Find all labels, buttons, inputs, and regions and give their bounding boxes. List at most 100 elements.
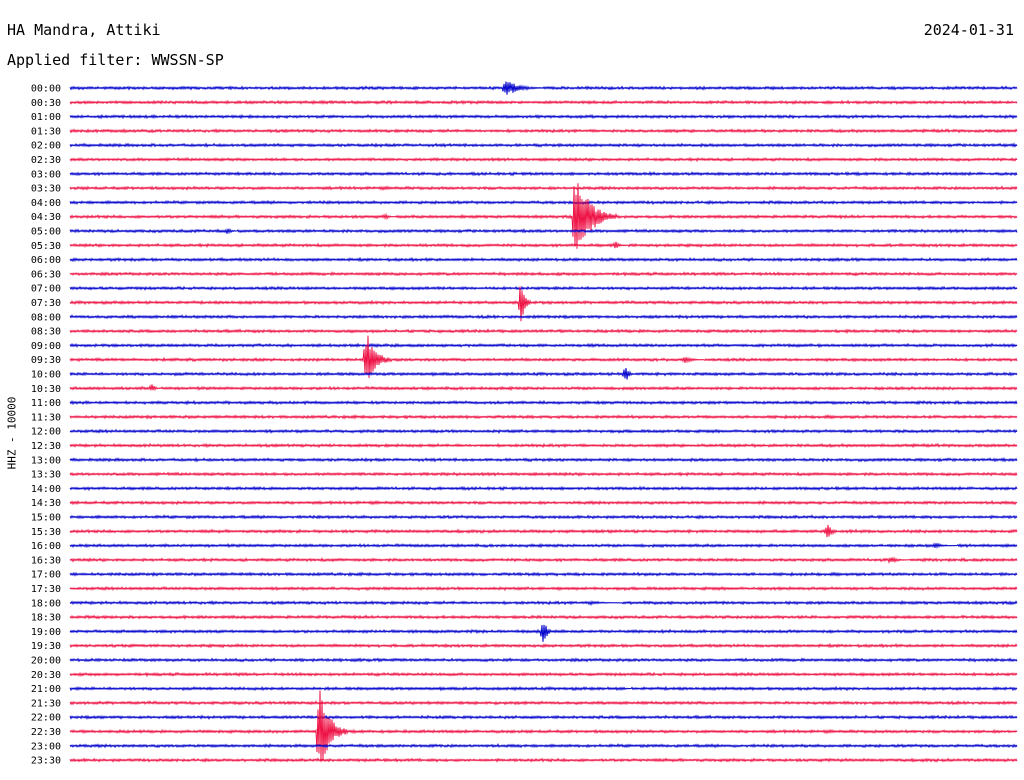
trace-1630 (69, 556, 1018, 565)
trace-0900 (69, 342, 1018, 349)
trace-0630 (69, 271, 1018, 277)
time-label-2100: 21:00 (31, 684, 61, 695)
filter-label: Applied filter: WWSSN-SP (7, 51, 224, 69)
time-label-0230: 02:30 (31, 155, 61, 166)
trace-1130 (69, 414, 1018, 420)
time-label-0000: 00:00 (31, 84, 61, 95)
time-label-0730: 07:30 (31, 298, 61, 309)
plot-date: 2024-01-31 (923, 21, 1014, 39)
time-label-0100: 01:00 (31, 112, 61, 123)
trace-1200 (69, 428, 1018, 434)
time-label-0130: 01:30 (31, 126, 61, 137)
trace-1500 (69, 514, 1018, 520)
seismic-traces (69, 81, 1018, 763)
trace-1830 (69, 614, 1018, 620)
time-label-0300: 03:00 (31, 169, 61, 180)
trace-0430 (69, 183, 1018, 249)
trace-0600 (69, 256, 1018, 263)
time-label-1930: 19:30 (31, 641, 61, 652)
trace-0230 (69, 156, 1018, 163)
trace-0800 (69, 314, 1018, 320)
trace-1700 (69, 571, 1018, 577)
trace-0500 (69, 227, 1018, 235)
station-title: HA Mandra, Attiki (7, 21, 161, 39)
trace-1530 (69, 524, 1018, 538)
time-label-0800: 08:00 (31, 312, 61, 323)
trace-1430 (69, 499, 1018, 506)
time-label-0530: 05:30 (31, 241, 61, 252)
trace-1100 (69, 399, 1018, 406)
trace-1900 (69, 624, 1018, 642)
time-label-1030: 10:30 (31, 384, 61, 395)
time-label-1830: 18:30 (31, 613, 61, 624)
trace-1000 (69, 368, 1018, 380)
trace-2300 (69, 743, 1018, 749)
time-label-0930: 09:30 (31, 355, 61, 366)
trace-2330 (69, 757, 1018, 763)
time-label-1330: 13:30 (31, 470, 61, 481)
time-label-0830: 08:30 (31, 327, 61, 338)
trace-2100 (69, 685, 1018, 692)
time-label-0330: 03:30 (31, 184, 61, 195)
time-label-2300: 23:00 (31, 741, 61, 752)
trace-0000 (69, 81, 1018, 95)
trace-0530 (69, 241, 1018, 249)
time-label-1900: 19:00 (31, 627, 61, 638)
time-label-2000: 20:00 (31, 656, 61, 667)
time-label-1400: 14:00 (31, 484, 61, 495)
time-label-1200: 12:00 (31, 427, 61, 438)
trace-2030 (69, 671, 1018, 678)
trace-1330 (69, 471, 1018, 477)
time-label-1500: 15:00 (31, 513, 61, 524)
trace-0330 (69, 185, 1018, 191)
trace-1230 (69, 442, 1018, 449)
trace-1930 (69, 642, 1018, 649)
trace-0030 (69, 99, 1018, 106)
time-label-2200: 22:00 (31, 713, 61, 724)
time-label-0700: 07:00 (31, 284, 61, 295)
time-label-0200: 02:00 (31, 141, 61, 152)
trace-0830 (69, 328, 1018, 335)
trace-1730 (69, 585, 1018, 592)
trace-0930 (69, 335, 1018, 378)
trace-1030 (69, 384, 1018, 392)
trace-1400 (69, 485, 1018, 492)
time-label-1300: 13:00 (31, 455, 61, 466)
time-label-1100: 11:00 (31, 398, 61, 409)
trace-0300 (69, 171, 1018, 177)
time-label-1600: 16:00 (31, 541, 61, 552)
time-label-1230: 12:30 (31, 441, 61, 452)
time-tick-labels: 00:00 00:30 01:00 01:30 02:00 02:30 03:00 03:30… (31, 84, 61, 767)
time-label-0030: 00:30 (31, 98, 61, 109)
trace-2000 (69, 657, 1018, 663)
time-label-1700: 17:00 (31, 570, 61, 581)
trace-0130 (69, 128, 1018, 134)
trace-1800 (69, 599, 1018, 607)
trace-1300 (69, 456, 1018, 463)
time-label-1630: 16:30 (31, 555, 61, 566)
time-label-1730: 17:30 (31, 584, 61, 595)
time-label-2330: 23:30 (31, 756, 61, 767)
trace-2230 (69, 690, 1018, 761)
time-label-0630: 06:30 (31, 269, 61, 280)
trace-1600 (69, 542, 1018, 549)
time-label-0900: 09:00 (31, 341, 61, 352)
time-label-1000: 10:00 (31, 370, 61, 381)
trace-2200 (69, 714, 1018, 720)
trace-0400 (69, 199, 1018, 206)
time-label-1430: 14:30 (31, 498, 61, 509)
trace-0200 (69, 142, 1018, 148)
time-label-2230: 22:30 (31, 727, 61, 738)
trace-0100 (69, 113, 1018, 120)
time-label-2130: 21:30 (31, 698, 61, 709)
time-label-0400: 04:00 (31, 198, 61, 209)
time-label-1530: 15:30 (31, 527, 61, 538)
trace-2130 (69, 700, 1018, 706)
time-label-2030: 20:30 (31, 670, 61, 681)
trace-0700 (69, 285, 1018, 292)
time-label-1800: 18:00 (31, 598, 61, 609)
trace-0730 (69, 286, 1018, 322)
time-label-1130: 11:30 (31, 412, 61, 423)
time-label-0500: 05:00 (31, 227, 61, 238)
